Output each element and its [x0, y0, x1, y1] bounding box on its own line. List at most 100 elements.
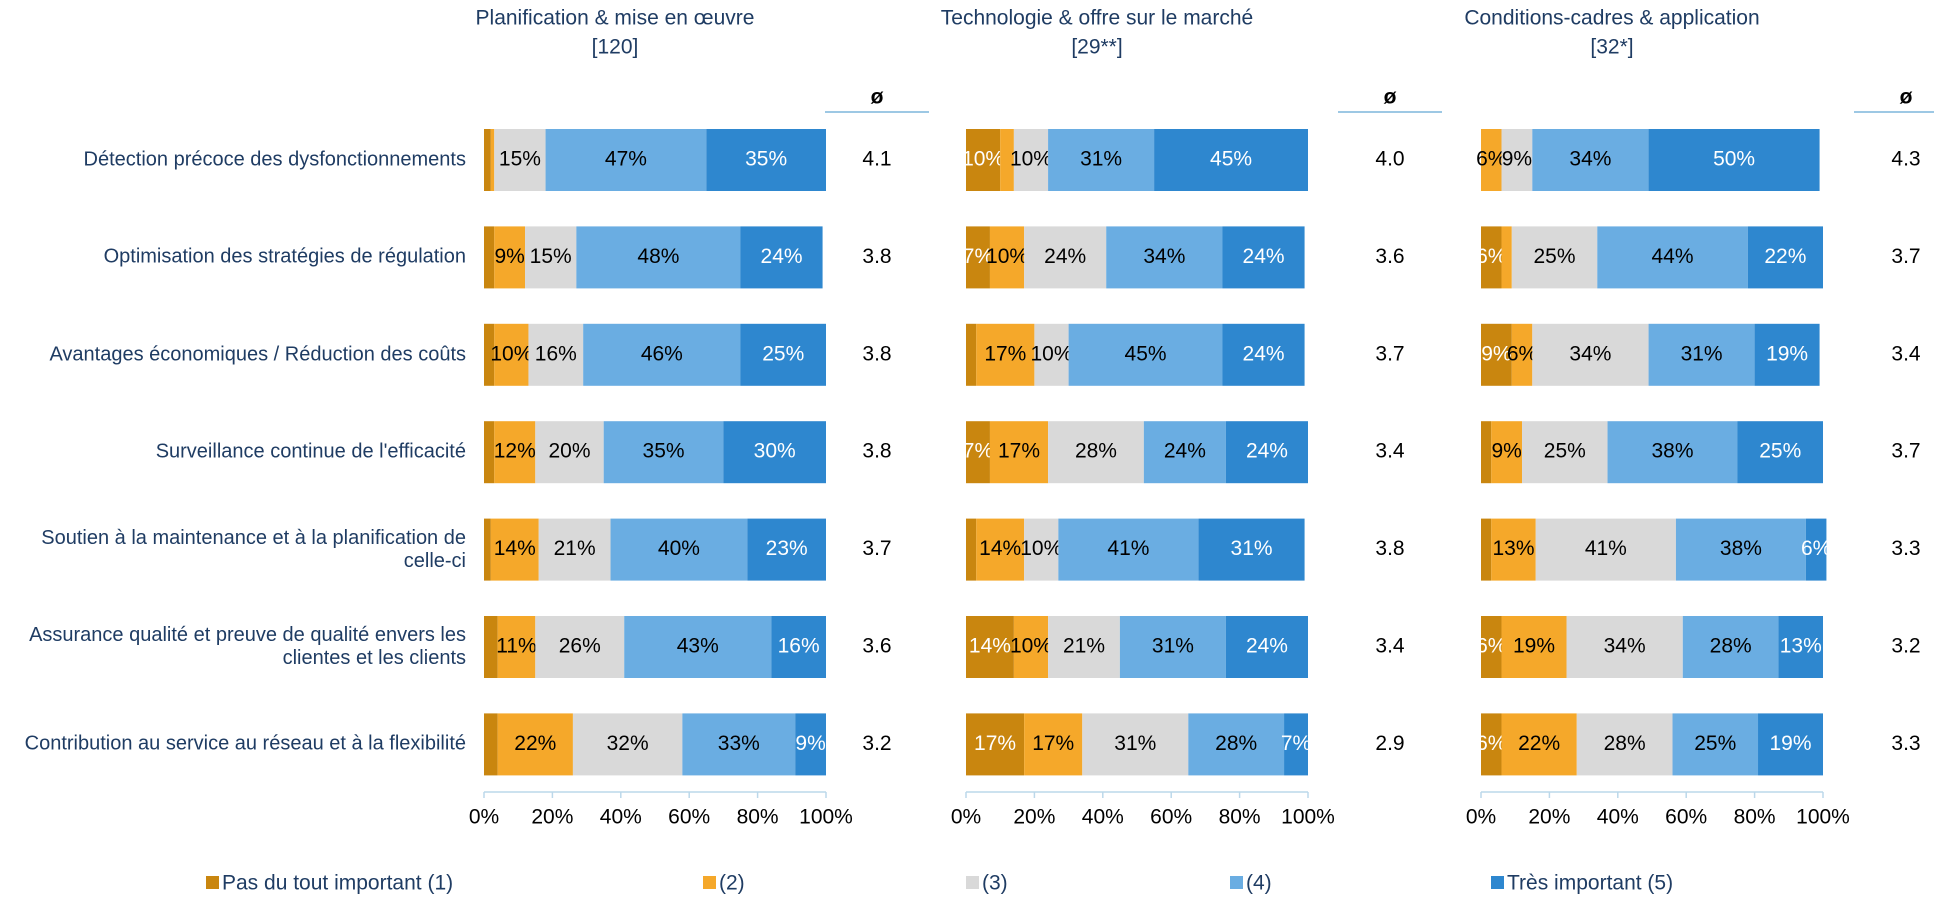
bar-segment: [976, 323, 1035, 386]
average-value: 3.8: [862, 342, 891, 365]
x-tick-label: 0%: [469, 806, 499, 829]
bar-segment: [1501, 713, 1577, 776]
data-label: 50%: [1713, 148, 1755, 171]
data-label: 9%: [1502, 148, 1532, 171]
bar-segment: [484, 421, 495, 484]
bar-segment: [497, 616, 536, 678]
bar-segment: [1532, 323, 1649, 386]
category-label: Détection précoce des dysfonctionnements: [83, 148, 466, 171]
average-value: 3.3: [1891, 732, 1920, 755]
bar-segment: [484, 518, 491, 581]
data-label: 44%: [1652, 245, 1694, 268]
data-label: 26%: [559, 635, 601, 658]
bar-segment: [1597, 226, 1748, 289]
average-value: 3.4: [1375, 440, 1405, 463]
bar-segment: [1481, 713, 1502, 776]
data-label: 31%: [1231, 537, 1273, 560]
bar-segment: [1481, 323, 1512, 386]
average-title: ø: [1384, 86, 1397, 109]
data-label: 46%: [641, 342, 683, 365]
bar-segment: [484, 129, 491, 191]
bar-segment: [966, 323, 977, 386]
data-label: 10%: [962, 148, 1004, 171]
bar-segment: [1225, 421, 1308, 484]
bar-segment: [525, 226, 577, 289]
data-label: 13%: [1780, 635, 1822, 658]
x-tick-label: 20%: [1528, 806, 1570, 829]
bar-segment: [538, 518, 611, 581]
legend-label: Pas du tout important (1): [222, 872, 453, 895]
bar-segment: [494, 421, 536, 484]
data-label: 6%: [1476, 635, 1506, 658]
data-label: 14%: [969, 635, 1011, 658]
data-label: 23%: [766, 537, 808, 560]
data-label: 45%: [1210, 148, 1252, 171]
bar-segment: [966, 421, 990, 484]
bar-segment: [490, 518, 539, 581]
x-tick-label: 40%: [600, 806, 642, 829]
bar-segment: [624, 616, 772, 678]
bar-segment: [1747, 226, 1823, 289]
average-value: 3.7: [1891, 245, 1920, 268]
category-label: Contribution au service au réseau et à l…: [24, 732, 466, 755]
data-label: 31%: [1080, 148, 1122, 171]
data-label: 41%: [1107, 537, 1149, 560]
average-value: 3.8: [862, 245, 891, 268]
category-label: Soutien à la maintenance et à la planifi…: [41, 526, 466, 572]
bar-segment: [484, 323, 495, 386]
data-label: 17%: [1032, 732, 1074, 755]
data-label: 45%: [1125, 342, 1167, 365]
data-label: 34%: [1569, 342, 1611, 365]
average-value: 3.2: [1891, 635, 1920, 658]
data-label: 11%: [496, 635, 536, 658]
average-value: 3.3: [1891, 537, 1920, 560]
average-value: 4.3: [1891, 148, 1920, 171]
data-label: 12%: [494, 440, 536, 463]
average-value: 3.8: [1375, 537, 1404, 560]
bar-segment: [484, 226, 495, 289]
average-value: 3.6: [862, 635, 891, 658]
bar-segment: [603, 421, 724, 484]
bar-segment: [966, 713, 1025, 776]
bar-segment: [1222, 226, 1305, 289]
bar-segment: [1648, 129, 1820, 191]
legend-label: (2): [719, 872, 745, 895]
bar-segment: [1048, 616, 1120, 678]
data-label: 25%: [1534, 245, 1576, 268]
bar-segment: [966, 226, 990, 289]
x-tick-label: 20%: [531, 806, 573, 829]
data-label: 24%: [1044, 245, 1086, 268]
data-label: 31%: [1681, 342, 1723, 365]
bar-segment: [583, 323, 741, 386]
panel-title: Conditions-cadres & application: [1464, 7, 1759, 30]
data-label: 6%: [1476, 732, 1506, 755]
data-label: 10%: [1010, 148, 1052, 171]
panel-title: Technologie & offre sur le marché: [941, 7, 1253, 30]
data-label: 16%: [778, 635, 820, 658]
bar-segment: [1532, 129, 1649, 191]
bar-segment: [989, 421, 1049, 484]
data-label: 19%: [1766, 342, 1808, 365]
data-label: 9%: [1481, 342, 1511, 365]
bar-segment: [1511, 323, 1533, 386]
legend-swatch: [703, 876, 716, 889]
data-label: 24%: [1246, 635, 1288, 658]
legend-label: (4): [1246, 872, 1272, 895]
average-value: 4.1: [862, 148, 891, 171]
data-label: 7%: [963, 245, 993, 268]
bar-segment: [497, 713, 573, 776]
data-label: 20%: [548, 440, 590, 463]
x-tick-label: 40%: [1597, 806, 1639, 829]
bar-segment: [1013, 616, 1049, 678]
bar-segment: [1481, 129, 1502, 191]
bar-segment: [576, 226, 741, 289]
bar-segment: [1082, 713, 1189, 776]
data-label: 7%: [1281, 732, 1311, 755]
data-label: 17%: [974, 732, 1016, 755]
panel-subtitle: [29**]: [1071, 36, 1122, 59]
bar-segment: [494, 226, 526, 289]
legend-label: (3): [982, 872, 1008, 895]
data-label: 13%: [1492, 537, 1534, 560]
average-value: 3.7: [862, 537, 891, 560]
category-label: Optimisation des stratégies de régulatio…: [103, 245, 466, 268]
